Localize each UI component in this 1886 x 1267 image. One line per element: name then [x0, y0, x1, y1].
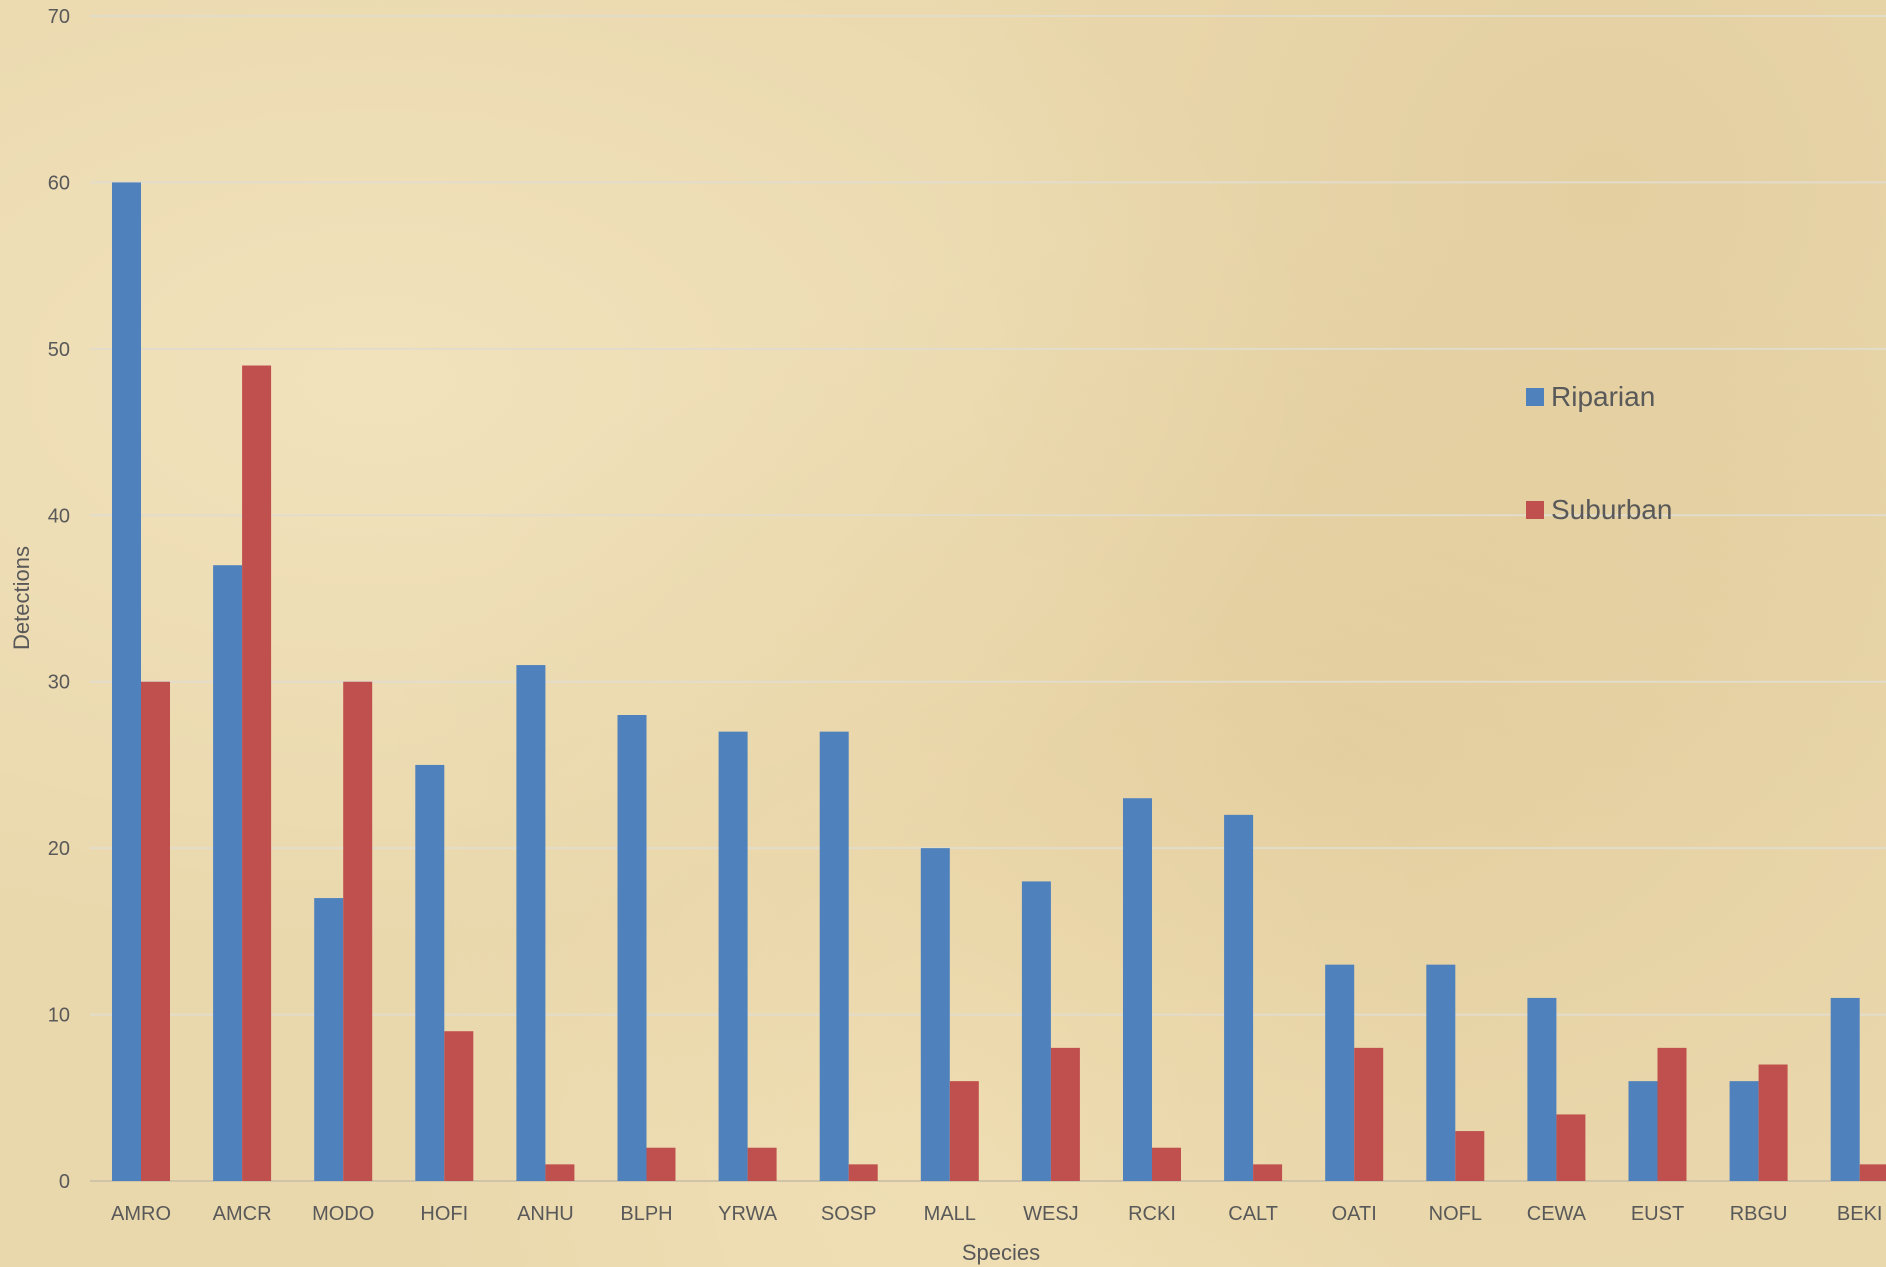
x-tick-label: AMRO — [111, 1203, 171, 1225]
y-tick-label: 20 — [48, 838, 70, 860]
bar-riparian — [1628, 1081, 1658, 1181]
bar-suburban — [747, 1147, 777, 1181]
bar-suburban — [1152, 1147, 1181, 1181]
y-tick-label: 10 — [48, 1005, 70, 1027]
bar-suburban — [1657, 1047, 1687, 1181]
x-tick-label: MODO — [312, 1203, 374, 1225]
bars — [112, 182, 1886, 1181]
bar-riparian — [1123, 798, 1152, 1181]
bar-suburban — [1253, 1164, 1283, 1181]
legend-label-riparian: Riparian — [1551, 381, 1655, 412]
y-tick-label: 60 — [48, 172, 70, 194]
x-tick-label: MALL — [924, 1203, 976, 1225]
x-tick-label: WESJ — [1023, 1203, 1079, 1225]
bar-riparian — [112, 182, 141, 1181]
bar-riparian — [1224, 814, 1254, 1181]
bar-riparian — [516, 665, 546, 1181]
x-axis-label: Species — [962, 1240, 1040, 1265]
legend-swatch-riparian — [1526, 388, 1544, 406]
x-tick-label: YRWA — [718, 1203, 778, 1225]
y-axis-label: Detections — [9, 546, 34, 650]
x-tick-label: BEKI — [1837, 1203, 1883, 1225]
x-tick-label: EUST — [1631, 1203, 1684, 1225]
bar-riparian — [1021, 881, 1051, 1181]
bar-riparian — [213, 565, 243, 1181]
bar-suburban — [1556, 1114, 1586, 1181]
x-tick-label: RCKI — [1128, 1203, 1176, 1225]
bar-riparian — [1426, 964, 1456, 1181]
bar-riparian — [314, 898, 344, 1181]
bar-suburban — [646, 1147, 676, 1181]
bar-suburban — [1354, 1047, 1384, 1181]
x-tick-label: NOFL — [1429, 1203, 1482, 1225]
x-tick-label: ANHU — [517, 1203, 574, 1225]
y-tick-label: 0 — [59, 1171, 70, 1193]
bar-riparian — [1830, 997, 1860, 1181]
x-tick-label: OATI — [1332, 1203, 1377, 1225]
y-axis-ticks: 0 10 20 30 40 50 60 70 — [48, 6, 70, 1193]
bar-riparian — [920, 848, 950, 1181]
bar-riparian — [415, 764, 445, 1181]
bar-suburban — [242, 365, 272, 1181]
bar-suburban — [1859, 1164, 1886, 1181]
bar-suburban — [444, 1031, 474, 1181]
y-tick-label: 30 — [48, 672, 70, 694]
gridlines — [90, 15, 1886, 1182]
bar-suburban — [1455, 1131, 1485, 1181]
x-tick-label: CALT — [1228, 1203, 1278, 1225]
bar-riparian — [1325, 964, 1355, 1181]
bar-suburban — [949, 1081, 979, 1181]
bar-suburban — [848, 1164, 878, 1181]
legend-label-suburban: Suburban — [1551, 494, 1672, 525]
x-tick-label: SOSP — [821, 1203, 877, 1225]
x-axis-ticks: AMRO AMCR MODO HOFI ANHU BLPH YRWA SOSP MALL WESJ… — [111, 1203, 1882, 1225]
bar-riparian — [819, 731, 849, 1181]
bar-riparian — [1729, 1081, 1759, 1181]
bar-riparian — [718, 731, 748, 1181]
y-tick-label: 50 — [48, 339, 70, 361]
bar-suburban — [545, 1164, 575, 1181]
y-tick-label: 70 — [48, 6, 70, 28]
bar-suburban — [1050, 1047, 1080, 1181]
bar-suburban — [1758, 1064, 1788, 1181]
bar-riparian — [617, 715, 647, 1181]
bar-suburban — [141, 681, 170, 1181]
y-tick-label: 40 — [48, 505, 70, 527]
bar-suburban — [343, 681, 373, 1181]
bar-riparian — [1527, 997, 1557, 1181]
legend-swatch-suburban — [1526, 501, 1544, 519]
x-tick-label: HOFI — [420, 1203, 468, 1225]
x-tick-label: AMCR — [213, 1203, 272, 1225]
legend: Riparian Suburban — [1526, 381, 1672, 525]
x-tick-label: BLPH — [620, 1203, 672, 1225]
x-tick-label: CEWA — [1527, 1203, 1587, 1225]
x-tick-label: RBGU — [1730, 1203, 1788, 1225]
